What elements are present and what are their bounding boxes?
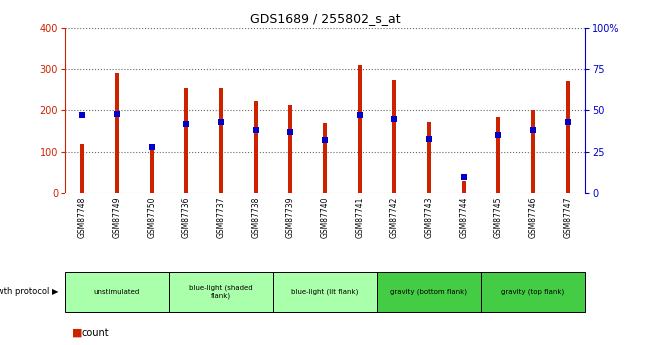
- Text: gravity (top flank): gravity (top flank): [501, 288, 565, 295]
- FancyBboxPatch shape: [65, 272, 169, 312]
- Point: [424, 136, 434, 141]
- FancyBboxPatch shape: [273, 272, 377, 312]
- Bar: [496, 117, 500, 193]
- Point: [112, 111, 122, 117]
- FancyBboxPatch shape: [377, 272, 481, 312]
- FancyBboxPatch shape: [481, 272, 585, 312]
- Point: [216, 119, 226, 125]
- Text: count: count: [81, 328, 109, 338]
- Bar: [219, 88, 223, 193]
- Text: GSM87750: GSM87750: [147, 197, 156, 238]
- Text: GSM87739: GSM87739: [286, 197, 295, 238]
- Text: GSM87743: GSM87743: [424, 197, 434, 238]
- Text: GSM87741: GSM87741: [355, 197, 364, 238]
- Text: GSM87749: GSM87749: [112, 197, 122, 238]
- Text: gravity (bottom flank): gravity (bottom flank): [391, 288, 467, 295]
- Bar: [392, 80, 396, 193]
- Text: GSM87740: GSM87740: [320, 197, 330, 238]
- Text: GSM87744: GSM87744: [459, 197, 468, 238]
- Bar: [288, 105, 292, 193]
- Point: [528, 128, 538, 133]
- Text: GSM87747: GSM87747: [563, 197, 572, 238]
- Bar: [462, 181, 466, 193]
- Text: blue-light (shaded
flank): blue-light (shaded flank): [189, 285, 253, 298]
- Text: growth protocol ▶: growth protocol ▶: [0, 287, 58, 296]
- Bar: [531, 110, 535, 193]
- Text: unstimulated: unstimulated: [94, 288, 140, 295]
- Point: [562, 119, 573, 125]
- Bar: [115, 73, 119, 193]
- Point: [354, 112, 365, 118]
- Text: GSM87742: GSM87742: [390, 197, 399, 238]
- Bar: [358, 65, 362, 193]
- Bar: [254, 101, 258, 193]
- Bar: [427, 121, 431, 193]
- Text: GSM87737: GSM87737: [216, 197, 226, 238]
- Text: GSM87736: GSM87736: [182, 197, 191, 238]
- Point: [285, 129, 296, 135]
- Title: GDS1689 / 255802_s_at: GDS1689 / 255802_s_at: [250, 12, 400, 25]
- Point: [181, 121, 192, 126]
- Text: ■: ■: [72, 328, 82, 338]
- Point: [320, 137, 330, 143]
- Text: blue-light (lit flank): blue-light (lit flank): [291, 288, 359, 295]
- Point: [146, 144, 157, 150]
- Bar: [323, 123, 327, 193]
- Bar: [150, 144, 154, 193]
- Point: [458, 174, 469, 179]
- Text: GSM87746: GSM87746: [528, 197, 538, 238]
- Bar: [566, 81, 570, 193]
- Point: [389, 116, 400, 121]
- Point: [77, 112, 88, 118]
- Point: [250, 128, 261, 133]
- Bar: [80, 144, 84, 193]
- Text: GSM87738: GSM87738: [251, 197, 260, 238]
- Point: [493, 132, 504, 138]
- Text: GSM87745: GSM87745: [494, 197, 503, 238]
- Bar: [184, 88, 188, 193]
- FancyBboxPatch shape: [169, 272, 273, 312]
- Text: GSM87748: GSM87748: [78, 197, 87, 238]
